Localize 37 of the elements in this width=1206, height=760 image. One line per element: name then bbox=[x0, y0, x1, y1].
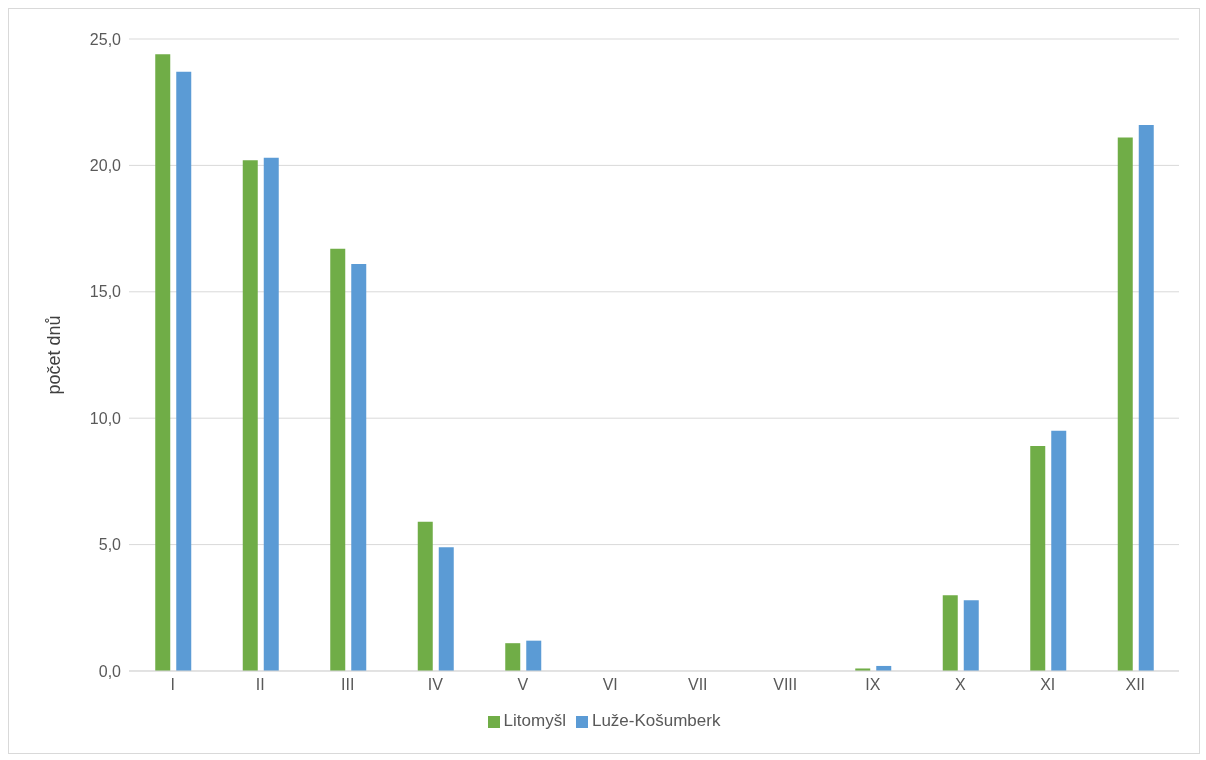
y-tick-label: 25,0 bbox=[89, 30, 122, 48]
y-tick-label: 15,0 bbox=[89, 283, 122, 301]
bar bbox=[526, 640, 542, 671]
x-tick-label: V bbox=[517, 676, 529, 694]
bar bbox=[963, 600, 979, 671]
y-tick-label: 5,0 bbox=[98, 536, 122, 554]
y-tick-label: 20,0 bbox=[89, 157, 122, 175]
y-tick-label: 0,0 bbox=[98, 662, 122, 680]
x-tick-label: III bbox=[341, 676, 355, 694]
bar bbox=[330, 248, 346, 671]
x-tick-label: IX bbox=[865, 676, 881, 694]
bar bbox=[1138, 124, 1154, 671]
x-tick-label: VIII bbox=[773, 676, 798, 694]
x-tick-label: VII bbox=[687, 676, 708, 694]
bar bbox=[263, 157, 279, 671]
y-tick-label: 10,0 bbox=[89, 409, 122, 427]
bar bbox=[417, 521, 433, 671]
x-tick-label: I bbox=[170, 676, 175, 694]
x-tick-label: II bbox=[255, 676, 265, 694]
legend-label: Luže-Košumberk bbox=[591, 711, 721, 730]
bar bbox=[242, 160, 258, 671]
y-axis-title: počet dnů bbox=[44, 315, 65, 395]
x-tick-label: IV bbox=[427, 676, 444, 694]
bar bbox=[351, 263, 367, 671]
bar bbox=[942, 595, 958, 671]
bar bbox=[155, 54, 171, 671]
x-tick-label: X bbox=[954, 676, 966, 694]
bar bbox=[176, 71, 192, 671]
legend-label: Litomyšl bbox=[503, 711, 566, 730]
bar bbox=[505, 643, 521, 671]
bar bbox=[1030, 446, 1046, 671]
bar bbox=[1117, 137, 1133, 671]
x-tick-label: XI bbox=[1040, 676, 1056, 694]
bar bbox=[1051, 430, 1067, 671]
bar bbox=[438, 547, 454, 671]
x-tick-label: VI bbox=[602, 676, 618, 694]
x-tick-label: XII bbox=[1125, 676, 1146, 694]
